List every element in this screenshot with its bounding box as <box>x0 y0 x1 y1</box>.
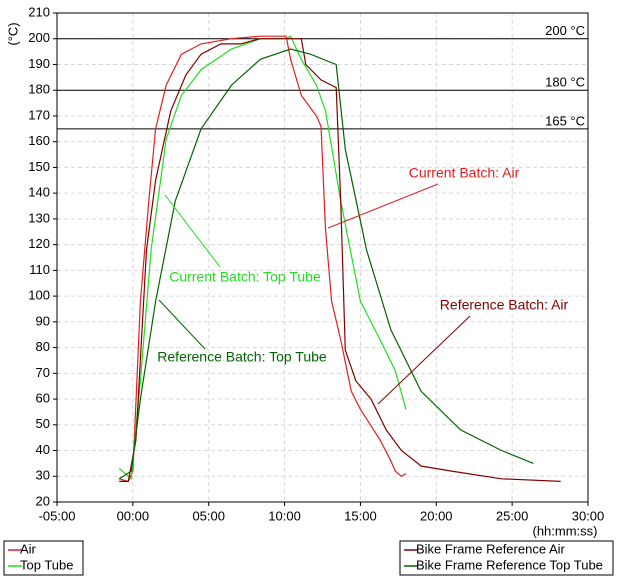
reference-label: 180 °C <box>545 75 585 90</box>
x-tick-label: 10:00 <box>268 508 301 523</box>
y-tick-label: 150 <box>28 159 50 174</box>
y-tick-label: 180 <box>28 82 50 97</box>
annotation-leader <box>164 194 221 268</box>
legend-label: Top Tube <box>20 557 74 572</box>
reference-label: 200 °C <box>545 23 585 38</box>
x-axis-label: (hh:mm:ss) <box>533 523 598 538</box>
series-line <box>119 38 561 482</box>
annotation: Current Batch: Top Tube <box>169 269 321 285</box>
y-tick-label: 30 <box>36 468 50 483</box>
series-line <box>118 48 534 480</box>
y-tick-label: 20 <box>36 493 50 508</box>
y-tick-label: 50 <box>36 416 50 431</box>
y-axis-label: (°C) <box>5 22 20 45</box>
x-tick-label: -05:00 <box>39 508 76 523</box>
legend-box <box>399 540 614 576</box>
legend-label: Air <box>20 541 37 556</box>
y-tick-label: 170 <box>28 107 50 122</box>
x-tick-label: 20:00 <box>420 508 453 523</box>
reference-label: 165 °C <box>545 113 585 128</box>
annotation: Reference Batch: Top Tube <box>157 349 327 365</box>
y-tick-label: 110 <box>29 262 50 277</box>
annotation: Reference Batch: Air <box>440 297 569 313</box>
y-tick-label: 80 <box>36 339 50 354</box>
y-tick-label: 200 <box>28 30 50 45</box>
annotation: Current Batch: Air <box>409 165 520 181</box>
y-tick-label: 40 <box>36 442 50 457</box>
y-tick-label: 120 <box>28 236 50 251</box>
y-tick-label: 210 <box>28 4 50 19</box>
plot-frame <box>56 12 589 503</box>
x-tick-label: 30:00 <box>572 508 605 523</box>
y-tick-label: 70 <box>36 365 50 380</box>
y-tick-label: 60 <box>36 390 50 405</box>
annotation-leader <box>377 315 471 405</box>
y-tick-label: 100 <box>28 288 50 303</box>
annotation-leader <box>158 299 206 350</box>
x-tick-label: 00:00 <box>117 508 150 523</box>
annotation-leader <box>327 183 439 229</box>
y-tick-label: 190 <box>28 56 50 71</box>
y-tick-label: 130 <box>28 210 50 225</box>
x-tick-label: 15:00 <box>344 508 377 523</box>
x-tick-label: 05:00 <box>192 508 225 523</box>
legend-label: Bike Frame Reference Air <box>416 541 566 556</box>
x-tick-label: 25:00 <box>496 508 529 523</box>
y-tick-label: 140 <box>28 185 50 200</box>
y-tick-label: 90 <box>36 313 50 328</box>
y-tick-label: 160 <box>28 133 50 148</box>
legend-box <box>3 540 84 576</box>
legend-label: Bike Frame Reference Top Tube <box>416 557 603 572</box>
series-line <box>119 35 407 483</box>
